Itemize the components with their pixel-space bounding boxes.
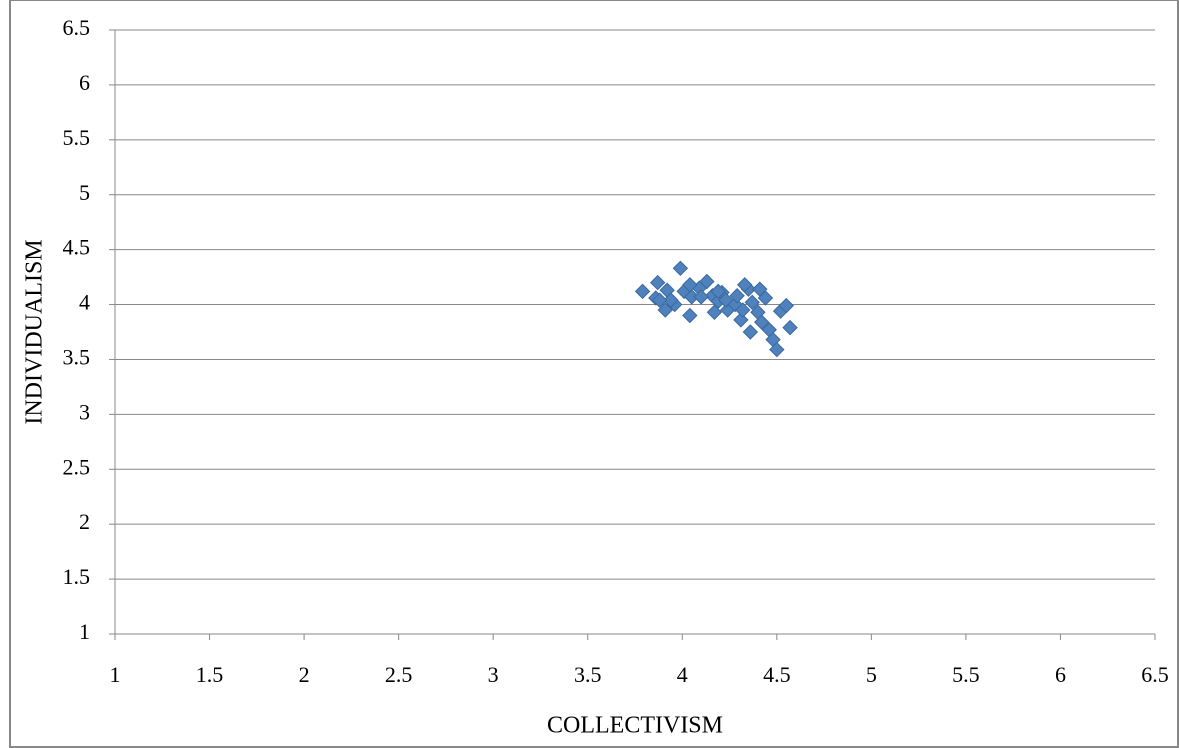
- y-tick-label: 6: [79, 70, 90, 95]
- point: [682, 277, 698, 293]
- x-tick-label: 4: [677, 662, 688, 687]
- y-tick-label: 2: [79, 509, 90, 534]
- x-axis-title: COLLECTIVISM: [547, 713, 723, 739]
- y-tick-label: 4: [79, 290, 90, 315]
- y-tick-label: 5: [79, 180, 90, 205]
- x-tick-label: 3: [488, 662, 499, 687]
- y-tick-label: 3: [79, 399, 90, 424]
- point: [634, 283, 651, 300]
- point: [682, 307, 698, 324]
- x-tick-label: 6.5: [1141, 662, 1169, 687]
- x-tick-label: 5: [866, 662, 877, 687]
- x-tick-label: 1.5: [196, 662, 224, 687]
- point: [736, 277, 753, 293]
- point: [693, 289, 709, 305]
- point: [663, 292, 679, 308]
- point: [651, 292, 668, 308]
- x-tick-label: 6: [1055, 662, 1066, 687]
- y-tick-label: 2.5: [63, 454, 91, 479]
- point: [733, 312, 749, 328]
- point: [752, 281, 768, 297]
- point: [657, 302, 673, 318]
- point: [729, 288, 745, 304]
- y-axis-title: INDIVIDUALISM: [22, 239, 48, 424]
- point: [735, 302, 751, 318]
- x-tick-label: 2.5: [385, 662, 413, 687]
- y-tick-label: 4.5: [63, 235, 91, 260]
- y-tick-label: 1: [79, 619, 90, 644]
- x-tick-label: 2: [299, 662, 310, 687]
- y-tick-label: 5.5: [63, 125, 91, 150]
- point: [718, 292, 734, 308]
- point: [699, 273, 715, 290]
- x-tick-label: 5.5: [952, 662, 980, 687]
- point: [672, 260, 689, 277]
- chart-frame: [9, 0, 1179, 748]
- point: [710, 283, 726, 300]
- x-tick-label: 4.5: [763, 662, 791, 687]
- point: [649, 274, 666, 291]
- point: [769, 341, 785, 358]
- y-tick-label: 6.5: [63, 15, 91, 40]
- point: [782, 319, 798, 336]
- y-tick-label: 3.5: [63, 345, 91, 370]
- y-tick-label: 1.5: [63, 564, 91, 589]
- x-tick-label: 3.5: [574, 662, 602, 687]
- point: [742, 324, 759, 340]
- point: [706, 304, 723, 320]
- x-tick-label: 1: [110, 662, 121, 687]
- point: [744, 294, 760, 311]
- point: [778, 297, 794, 314]
- point: [753, 314, 770, 330]
